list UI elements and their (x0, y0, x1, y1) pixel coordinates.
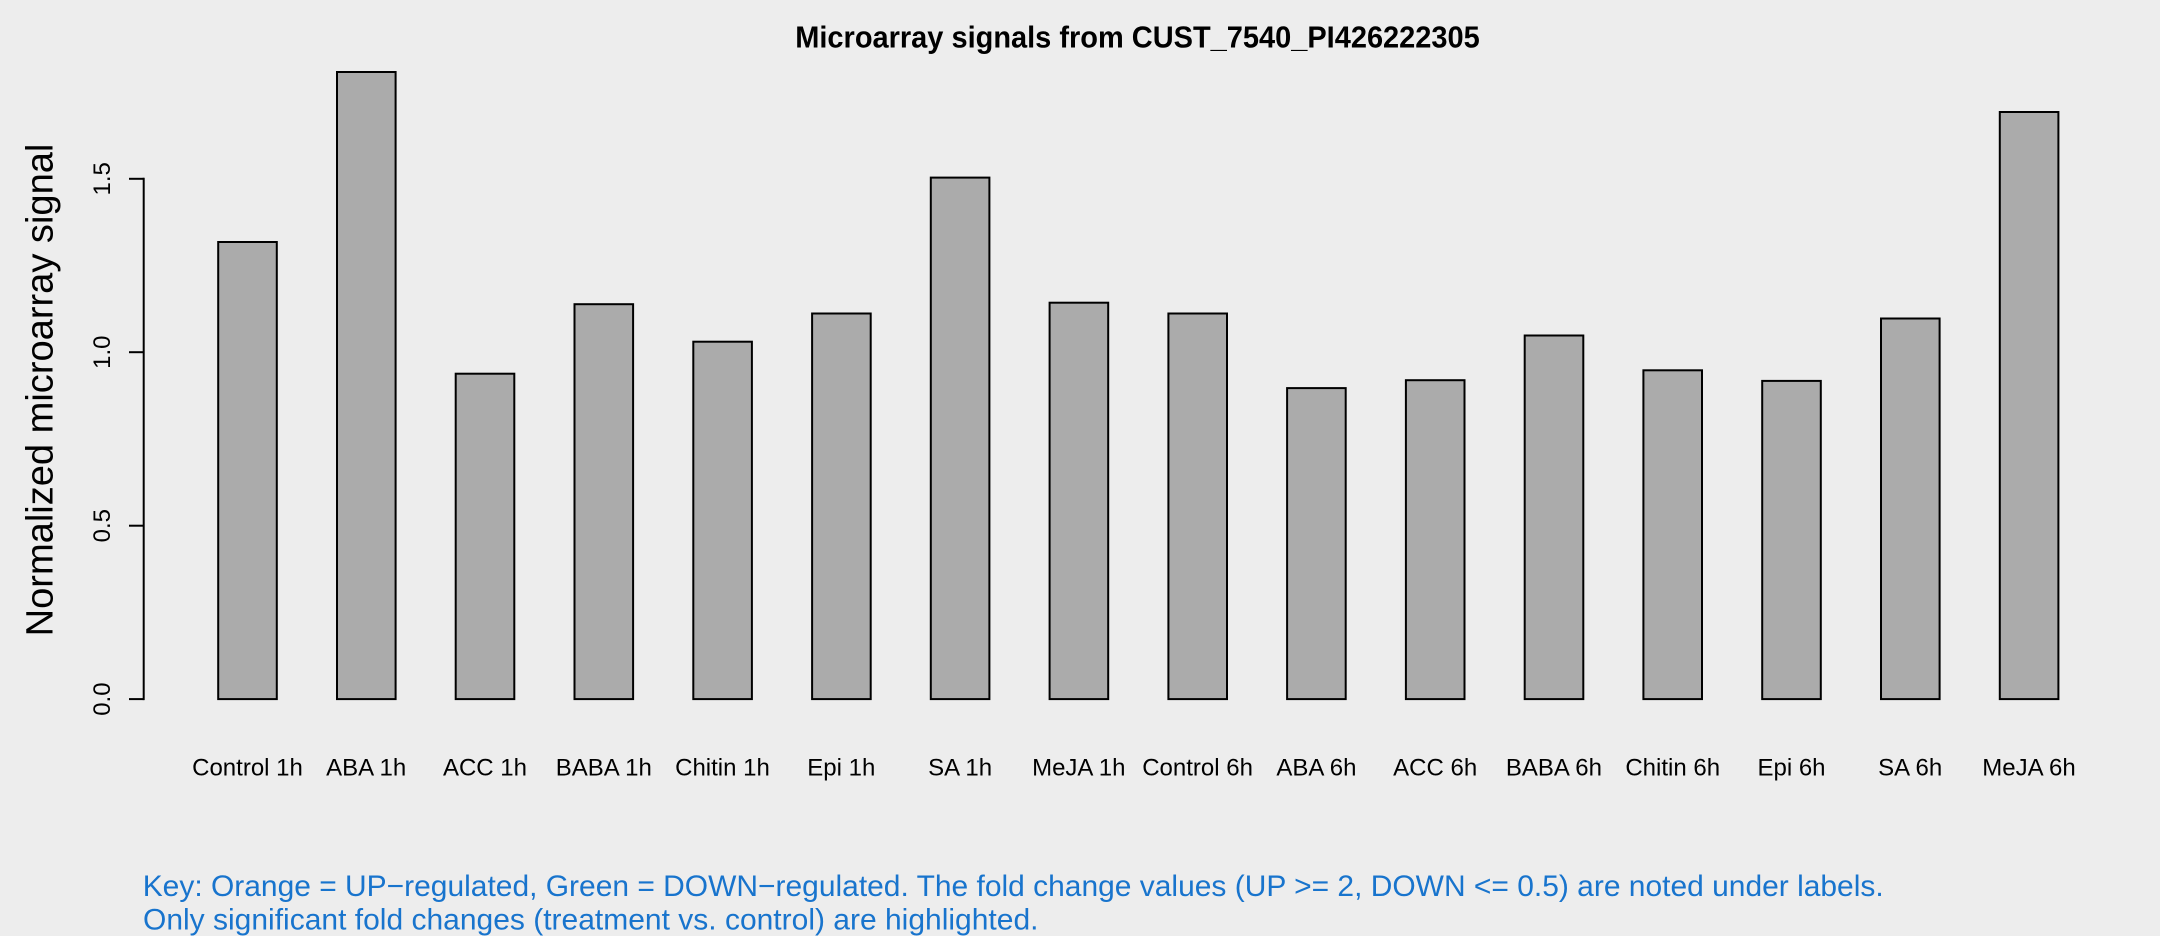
svg-text:Epi 1h: Epi 1h (807, 755, 875, 782)
svg-text:Control 1h: Control 1h (192, 755, 303, 782)
svg-text:Normalized microarray signal: Normalized microarray signal (19, 144, 61, 637)
svg-text:Key: Orange = UP−regulated, Gr: Key: Orange = UP−regulated, Green = DOWN… (143, 870, 1884, 903)
svg-text:Chitin 1h: Chitin 1h (675, 755, 770, 782)
svg-text:1.5: 1.5 (89, 162, 116, 195)
svg-text:0.0: 0.0 (89, 682, 116, 715)
svg-text:BABA 1h: BABA 1h (556, 755, 652, 782)
svg-text:MeJA 1h: MeJA 1h (1032, 755, 1125, 782)
svg-text:BABA 6h: BABA 6h (1506, 755, 1602, 782)
svg-text:Only significant fold changes: Only significant fold changes (treatment… (143, 903, 1038, 936)
svg-text:ABA 1h: ABA 1h (326, 755, 406, 782)
svg-text:Control 6h: Control 6h (1142, 755, 1253, 782)
svg-text:SA 6h: SA 6h (1878, 755, 1942, 782)
svg-text:Chitin 6h: Chitin 6h (1625, 755, 1720, 782)
svg-text:Epi 6h: Epi 6h (1757, 755, 1825, 782)
svg-text:MeJA 6h: MeJA 6h (1982, 755, 2075, 782)
svg-text:ABA 6h: ABA 6h (1276, 755, 1356, 782)
svg-text:SA 1h: SA 1h (928, 755, 992, 782)
svg-text:ACC 6h: ACC 6h (1393, 755, 1477, 782)
svg-text:0.5: 0.5 (89, 509, 116, 542)
svg-text:ACC 1h: ACC 1h (443, 755, 527, 782)
svg-text:1.0: 1.0 (89, 336, 116, 369)
svg-text:Microarray signals from CUST_7: Microarray signals from CUST_7540_PI4262… (795, 19, 1480, 54)
